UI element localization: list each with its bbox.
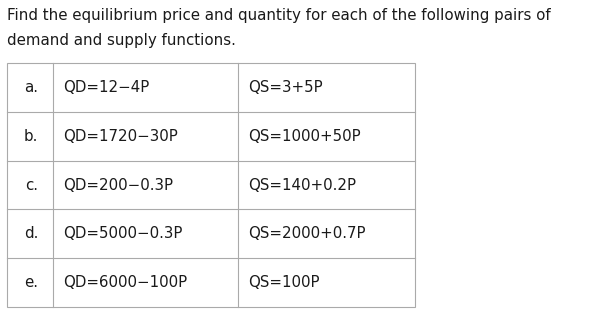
Text: c.: c. bbox=[25, 178, 38, 192]
Text: d.: d. bbox=[24, 226, 39, 241]
Text: b.: b. bbox=[24, 129, 39, 144]
Text: QS=140+0.2P: QS=140+0.2P bbox=[248, 178, 356, 192]
Text: QD=200−0.3P: QD=200−0.3P bbox=[63, 178, 173, 192]
Text: a.: a. bbox=[24, 80, 39, 95]
Text: QD=12−4P: QD=12−4P bbox=[63, 80, 149, 95]
Text: QS=2000+0.7P: QS=2000+0.7P bbox=[248, 226, 365, 241]
Text: QD=5000−0.3P: QD=5000−0.3P bbox=[63, 226, 182, 241]
Text: QS=1000+50P: QS=1000+50P bbox=[248, 129, 361, 144]
Text: QD=1720−30P: QD=1720−30P bbox=[63, 129, 178, 144]
Text: demand and supply functions.: demand and supply functions. bbox=[7, 33, 236, 48]
Text: QS=3+5P: QS=3+5P bbox=[248, 80, 323, 95]
Text: QD=6000−100P: QD=6000−100P bbox=[63, 275, 187, 290]
Text: Find the equilibrium price and quantity for each of the following pairs of: Find the equilibrium price and quantity … bbox=[7, 8, 551, 23]
Text: QS=100P: QS=100P bbox=[248, 275, 320, 290]
Text: e.: e. bbox=[24, 275, 39, 290]
